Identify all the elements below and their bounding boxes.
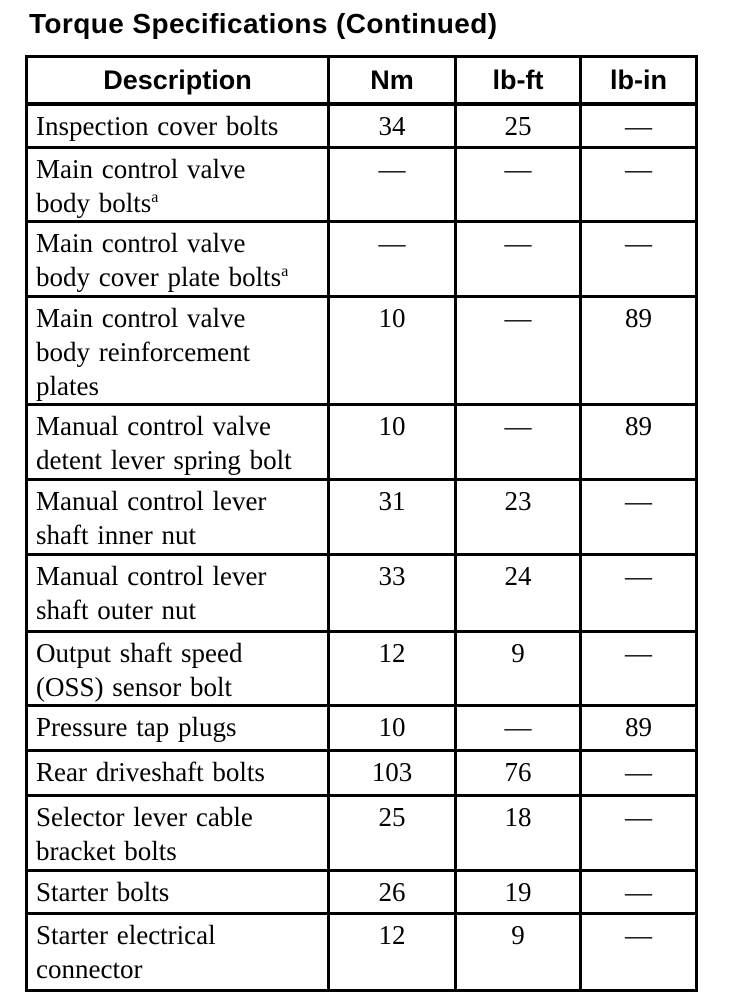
lb-ft-cell: — xyxy=(454,145,582,223)
description-text: Rear driveshaft bolts xyxy=(36,756,265,787)
lb-ft-cell: — xyxy=(454,294,582,406)
description-cell: Rear driveshaft bolts xyxy=(25,748,330,797)
lb-in-cell: — xyxy=(579,868,698,915)
table-row: Output shaft speed (OSS) sensor bolt 12 … xyxy=(25,629,698,707)
table-row: Selector lever cable bracket bolts 25 18… xyxy=(25,793,698,872)
lb-in-cell: — xyxy=(579,552,698,633)
description-cell: Pressure tap plugs xyxy=(25,703,330,752)
lb-ft-cell: — xyxy=(454,402,582,481)
lb-ft-cell: 18 xyxy=(454,793,582,872)
page-title: Torque Specifications (Continued) xyxy=(29,8,498,39)
lb-ft-cell: 24 xyxy=(454,552,582,633)
description-text: Main control valve body bolts xyxy=(36,153,246,218)
description-text: Manual control valve detent lever spring… xyxy=(36,410,292,475)
nm-cell: — xyxy=(327,219,457,298)
lb-ft-cell: 23 xyxy=(454,477,582,556)
table-row: Main control valve body cover plate bolt… xyxy=(25,219,698,298)
table-row: Rear driveshaft bolts 103 76 — xyxy=(25,748,698,797)
nm-cell: 12 xyxy=(327,629,457,707)
nm-cell: 31 xyxy=(327,477,457,556)
lb-in-cell: — xyxy=(579,145,698,223)
lb-ft-cell: 9 xyxy=(454,911,582,992)
lb-ft-cell: — xyxy=(454,703,582,752)
description-text: Manual control lever shaft outer nut xyxy=(36,560,267,625)
nm-cell: 12 xyxy=(327,911,457,992)
description-text: Main control valve body reinforcement pl… xyxy=(36,302,251,401)
description-text: Starter electrical connector xyxy=(36,919,216,984)
column-header-nm: Nm xyxy=(327,55,457,106)
description-cell: Output shaft speed (OSS) sensor bolt xyxy=(25,629,330,707)
description-text: Main control valve body cover plate bolt… xyxy=(36,227,282,292)
description-cell: Manual control lever shaft inner nut xyxy=(25,477,330,556)
torque-specifications-table: Description Nm lb-ft lb-in Inspection co… xyxy=(25,55,698,992)
description-cell: Selector lever cable bracket bolts xyxy=(25,793,330,872)
description-cell: Starter electrical connector xyxy=(25,911,330,992)
lb-ft-cell: 9 xyxy=(454,629,582,707)
lb-in-cell: — xyxy=(579,477,698,556)
lb-in-cell: 89 xyxy=(579,402,698,481)
nm-cell: 34 xyxy=(327,102,457,149)
table-row: Inspection cover bolts 34 25 — xyxy=(25,102,698,149)
table-row: Starter electrical connector 12 9 — xyxy=(25,911,698,992)
lb-ft-cell: 19 xyxy=(454,868,582,915)
nm-cell: 25 xyxy=(327,793,457,872)
description-text: Pressure tap plugs xyxy=(36,711,237,742)
lb-in-cell: 89 xyxy=(579,703,698,752)
lb-in-cell: — xyxy=(579,629,698,707)
description-text: Starter bolts xyxy=(36,876,170,907)
nm-cell: — xyxy=(327,145,457,223)
description-text: Selector lever cable bracket bolts xyxy=(36,801,253,866)
description-cell: Main control valve body boltsa xyxy=(25,145,330,223)
nm-cell: 10 xyxy=(327,294,457,406)
lb-ft-cell: — xyxy=(454,219,582,298)
description-text: Inspection cover bolts xyxy=(36,111,279,141)
description-cell: Main control valve body cover plate bolt… xyxy=(25,219,330,298)
lb-ft-cell: 76 xyxy=(454,748,582,797)
lb-in-cell: — xyxy=(579,911,698,992)
description-text: Output shaft speed (OSS) sensor bolt xyxy=(36,637,243,702)
table-row: Main control valve body boltsa — — — xyxy=(25,145,698,223)
column-header-description: Description xyxy=(25,55,330,106)
lb-in-cell: — xyxy=(579,793,698,872)
lb-in-cell: — xyxy=(579,748,698,797)
footnote-marker: a xyxy=(151,188,159,206)
description-cell: Manual control valve detent lever spring… xyxy=(25,402,330,481)
table-row: Manual control valve detent lever spring… xyxy=(25,402,698,481)
nm-cell: 33 xyxy=(327,552,457,633)
nm-cell: 10 xyxy=(327,703,457,752)
table-row: Manual control lever shaft outer nut 33 … xyxy=(25,552,698,633)
table-row: Pressure tap plugs 10 — 89 xyxy=(25,703,698,752)
footnote-marker: a xyxy=(281,262,289,280)
description-cell: Manual control lever shaft outer nut xyxy=(25,552,330,633)
column-header-lb-in: lb-in xyxy=(579,55,698,106)
lb-in-cell: — xyxy=(579,219,698,298)
table-row: Starter bolts 26 19 — xyxy=(25,868,698,915)
description-cell: Starter bolts xyxy=(25,868,330,915)
table-header-row: Description Nm lb-ft lb-in xyxy=(25,55,698,106)
lb-in-cell: — xyxy=(579,102,698,149)
lb-ft-cell: 25 xyxy=(454,102,582,149)
nm-cell: 26 xyxy=(327,868,457,915)
column-header-lb-ft: lb-ft xyxy=(454,55,582,106)
description-text: Manual control lever shaft inner nut xyxy=(36,485,267,550)
table-row: Manual control lever shaft inner nut 31 … xyxy=(25,477,698,556)
table-row: Main control valve body reinforcement pl… xyxy=(25,294,698,406)
nm-cell: 103 xyxy=(327,748,457,797)
description-cell: Main control valve body reinforcement pl… xyxy=(25,294,330,406)
description-cell: Inspection cover bolts xyxy=(25,102,330,149)
nm-cell: 10 xyxy=(327,402,457,481)
lb-in-cell: 89 xyxy=(579,294,698,406)
